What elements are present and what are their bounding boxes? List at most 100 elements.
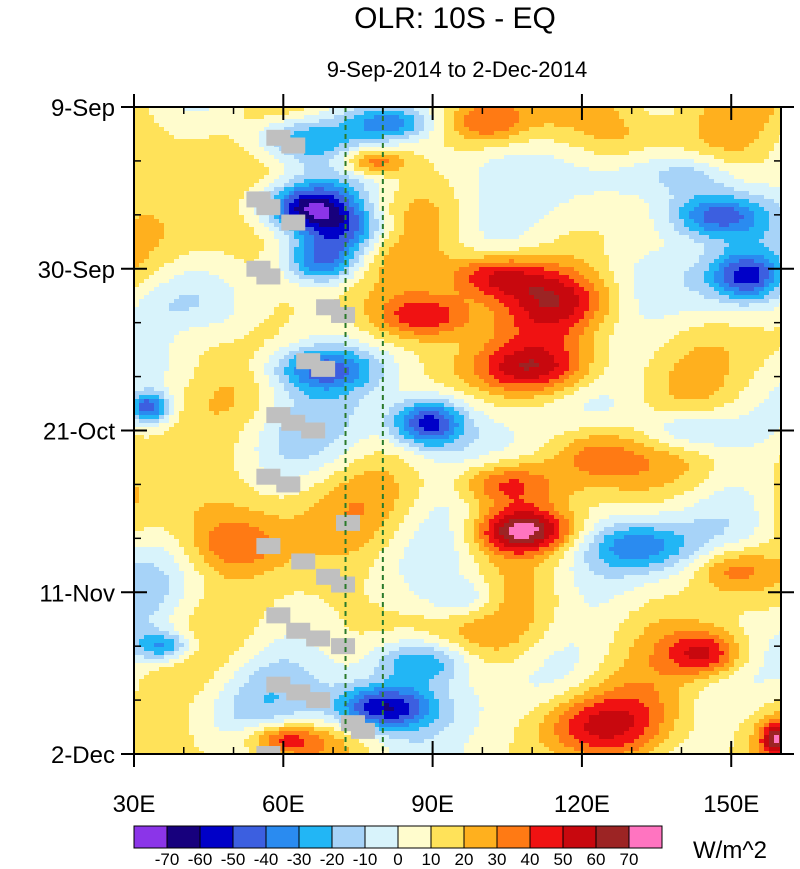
heat-cell-3243 bbox=[749, 203, 755, 208]
heat-cell-2541 bbox=[489, 183, 495, 188]
heat-cell-3938 bbox=[324, 227, 330, 232]
heat-cell-2170 bbox=[584, 171, 590, 176]
heat-cell-3129 bbox=[179, 203, 185, 208]
heat-cell-1301 bbox=[139, 147, 145, 152]
heat-cell-2862 bbox=[144, 195, 150, 200]
heat-cell-3177 bbox=[419, 203, 425, 208]
heat-cell-3210 bbox=[584, 203, 590, 208]
heat-cell-371 bbox=[689, 115, 695, 120]
heat-cell-578 bbox=[424, 123, 430, 128]
heat-cell-3745 bbox=[659, 219, 665, 224]
heat-cell-3450 bbox=[484, 211, 490, 216]
heat-cell-1528 bbox=[624, 151, 630, 156]
heat-cell-1328 bbox=[274, 147, 280, 152]
heat-cell-1019 bbox=[679, 135, 685, 140]
heat-cell-2034 bbox=[554, 167, 560, 172]
heat-cell-3846 bbox=[514, 223, 520, 228]
heat-cell-1642 bbox=[544, 155, 550, 160]
heat-cell-3204 bbox=[554, 203, 560, 208]
heat-cell-4900 bbox=[584, 255, 590, 260]
heat-cell-3697 bbox=[419, 219, 425, 224]
heat-cell-4824 bbox=[204, 255, 210, 260]
heat-cell-4991 bbox=[389, 259, 395, 264]
heat-cell-3096 bbox=[664, 199, 670, 204]
heat-cell-4934 bbox=[754, 255, 760, 260]
heat-cell-2707 bbox=[669, 187, 675, 192]
heat-cell-2644 bbox=[354, 187, 360, 192]
heat-cell-4995 bbox=[409, 259, 415, 264]
heat-cell-2937 bbox=[519, 195, 525, 200]
heat-cell-416 bbox=[264, 119, 270, 124]
heat-cell-1753 bbox=[449, 159, 455, 164]
heat-cell-4354 bbox=[454, 239, 460, 244]
heat-cell-2042 bbox=[594, 167, 600, 172]
heat-cell-4043 bbox=[199, 231, 205, 236]
heat-cell-3070 bbox=[534, 199, 540, 204]
heat-cell-4320 bbox=[284, 239, 290, 244]
heat-cell-2197 bbox=[719, 171, 725, 176]
heat-cell-1183 bbox=[199, 143, 205, 148]
heat-cell-4057 bbox=[269, 231, 275, 236]
heat-cell-4672 bbox=[744, 247, 750, 252]
heat-cell-863 bbox=[549, 131, 555, 136]
heat-cell-2174 bbox=[604, 171, 610, 176]
heat-cell-684 bbox=[304, 127, 310, 132]
heat-cell-1961 bbox=[189, 167, 195, 172]
heat-cell-1182 bbox=[194, 143, 200, 148]
heat-cell-1508 bbox=[524, 151, 530, 156]
heat-cell-3526 bbox=[214, 215, 220, 220]
heat-cell-534 bbox=[204, 123, 210, 128]
heat-cell-3327 bbox=[519, 207, 525, 212]
heat-cell-2433 bbox=[599, 179, 605, 184]
heat-cell-3546 bbox=[314, 215, 320, 220]
heat-cell-669 bbox=[229, 127, 235, 132]
heat-cell-4787 bbox=[669, 251, 675, 256]
heat-cell-4038 bbox=[174, 231, 180, 236]
heat-cell-4756 bbox=[514, 251, 520, 256]
heat-cell-3124 bbox=[154, 203, 160, 208]
heat-cell-491 bbox=[639, 119, 645, 124]
heat-cell-877 bbox=[619, 131, 625, 136]
heat-cell-4064 bbox=[304, 231, 310, 236]
heat-cell-1383 bbox=[549, 147, 555, 152]
heat-cell-3125 bbox=[159, 203, 165, 208]
heat-cell-4449 bbox=[279, 243, 285, 248]
heat-cell-4782 bbox=[644, 251, 650, 256]
heat-cell-1886 bbox=[464, 163, 470, 168]
heat-cell-4270 bbox=[684, 235, 690, 240]
heat-cell-3377 bbox=[769, 207, 775, 212]
heat-cell-3188 bbox=[474, 203, 480, 208]
heat-cell-1361 bbox=[439, 147, 445, 152]
heat-cell-180 bbox=[384, 111, 390, 116]
heat-cell-3153 bbox=[299, 203, 305, 208]
heat-cell-2517 bbox=[369, 183, 375, 188]
heat-cell-1838 bbox=[224, 163, 230, 168]
heat-cell-4364 bbox=[504, 239, 510, 244]
heat-cell-4616 bbox=[464, 247, 470, 252]
heat-cell-828 bbox=[374, 131, 380, 136]
heat-cell-4579 bbox=[279, 247, 285, 252]
heat-cell-4230 bbox=[484, 235, 490, 240]
heat-cell-4525 bbox=[659, 243, 665, 248]
heat-cell-4630 bbox=[534, 247, 540, 252]
heat-cell-494 bbox=[654, 119, 660, 124]
heat-cell-2298 bbox=[574, 175, 580, 180]
heat-cell-4091 bbox=[439, 231, 445, 236]
heat-cell-4660 bbox=[684, 247, 690, 252]
heat-cell-3100 bbox=[684, 199, 690, 204]
heat-cell-3732 bbox=[594, 219, 600, 224]
heat-cell-2053 bbox=[649, 167, 655, 172]
heat-cell-3328 bbox=[524, 207, 530, 212]
heat-cell-935 bbox=[259, 135, 265, 140]
heat-cell-3329 bbox=[529, 207, 535, 212]
heat-cell-1809 bbox=[729, 159, 735, 164]
heat-cell-2952 bbox=[594, 195, 600, 200]
heat-cell-4623 bbox=[499, 247, 505, 252]
heat-cell-2303 bbox=[599, 175, 605, 180]
heat-cell-3663 bbox=[249, 219, 255, 224]
heat-cell-1320 bbox=[234, 147, 240, 152]
heat-cell-4315 bbox=[259, 239, 265, 244]
heat-cell-2421 bbox=[539, 179, 545, 184]
heat-cell-3465 bbox=[559, 211, 565, 216]
heat-cell-2171 bbox=[589, 171, 595, 176]
